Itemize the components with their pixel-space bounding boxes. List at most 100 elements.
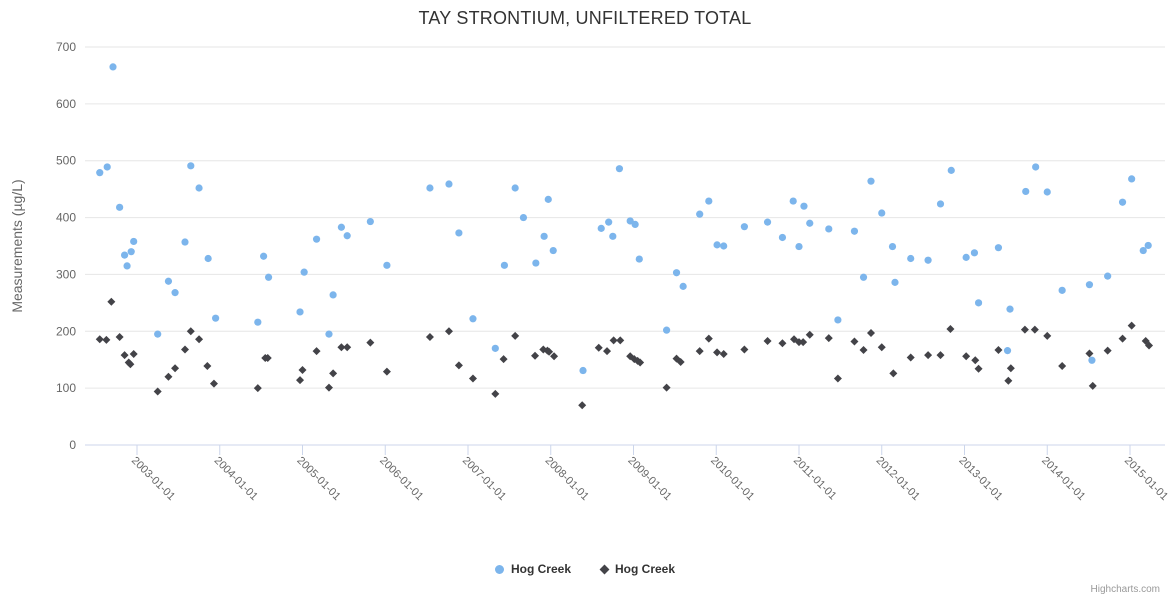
data-point-hog-creek-circle[interactable]	[491, 344, 499, 352]
data-point-hog-creek-diamond[interactable]	[994, 346, 1003, 355]
data-point-hog-creek-diamond[interactable]	[444, 327, 453, 336]
data-point-hog-creek-diamond[interactable]	[695, 347, 704, 356]
data-point-hog-creek-circle[interactable]	[713, 241, 721, 249]
data-point-hog-creek-diamond[interactable]	[1103, 346, 1112, 355]
data-point-hog-creek-circle[interactable]	[1088, 356, 1096, 364]
data-point-hog-creek-diamond[interactable]	[946, 325, 955, 334]
data-point-hog-creek-diamond[interactable]	[578, 401, 587, 410]
data-point-hog-creek-diamond[interactable]	[1020, 325, 1029, 334]
data-point-hog-creek-circle[interactable]	[1085, 281, 1094, 289]
data-point-hog-creek-diamond[interactable]	[186, 327, 195, 336]
data-point-hog-creek-circle[interactable]	[867, 177, 875, 185]
data-point-hog-creek-diamond[interactable]	[324, 383, 333, 392]
data-point-hog-creek-diamond[interactable]	[531, 351, 540, 360]
data-point-hog-creek-circle[interactable]	[609, 232, 617, 240]
data-point-hog-creek-circle[interactable]	[891, 278, 899, 286]
data-point-hog-creek-diamond[interactable]	[1006, 364, 1015, 373]
data-point-hog-creek-diamond[interactable]	[296, 376, 305, 385]
data-point-hog-creek-circle[interactable]	[343, 232, 351, 240]
data-point-hog-creek-diamond[interactable]	[545, 347, 554, 356]
data-point-hog-creek-circle[interactable]	[383, 261, 391, 269]
data-point-hog-creek-circle[interactable]	[795, 242, 803, 251]
data-point-hog-creek-circle[interactable]	[426, 184, 434, 192]
data-point-hog-creek-circle[interactable]	[260, 252, 268, 260]
data-point-hog-creek-diamond[interactable]	[866, 328, 875, 337]
data-point-hog-creek-circle[interactable]	[300, 268, 308, 276]
data-point-hog-creek-circle[interactable]	[924, 256, 932, 264]
data-point-hog-creek-diamond[interactable]	[1127, 321, 1136, 330]
data-point-hog-creek-diamond[interactable]	[889, 369, 898, 378]
data-point-hog-creek-circle[interactable]	[672, 269, 681, 277]
data-point-hog-creek-circle[interactable]	[312, 235, 321, 243]
data-point-hog-creek-diamond[interactable]	[1030, 325, 1039, 334]
data-point-hog-creek-circle[interactable]	[663, 326, 671, 334]
data-point-hog-creek-diamond[interactable]	[636, 358, 645, 367]
data-point-hog-creek-circle[interactable]	[806, 219, 814, 227]
data-point-hog-creek-circle[interactable]	[1104, 272, 1112, 280]
data-point-hog-creek-circle[interactable]	[366, 217, 374, 226]
data-point-hog-creek-circle[interactable]	[763, 218, 772, 226]
data-point-hog-creek-circle[interactable]	[1003, 347, 1012, 355]
data-point-hog-creek-diamond[interactable]	[253, 384, 262, 393]
data-point-hog-creek-diamond[interactable]	[850, 337, 859, 346]
data-point-hog-creek-diamond[interactable]	[833, 374, 842, 383]
data-point-hog-creek-circle[interactable]	[1058, 286, 1066, 294]
data-point-hog-creek-diamond[interactable]	[102, 335, 111, 344]
data-point-hog-creek-diamond[interactable]	[609, 336, 618, 345]
data-point-hog-creek-circle[interactable]	[1032, 163, 1040, 171]
data-point-hog-creek-diamond[interactable]	[153, 387, 162, 396]
data-point-hog-creek-circle[interactable]	[789, 197, 797, 205]
data-point-hog-creek-diamond[interactable]	[974, 364, 983, 373]
data-point-hog-creek-circle[interactable]	[103, 163, 111, 171]
data-point-hog-creek-diamond[interactable]	[936, 351, 945, 360]
data-point-hog-creek-circle[interactable]	[859, 273, 868, 281]
data-point-hog-creek-circle[interactable]	[974, 299, 983, 307]
data-point-hog-creek-circle[interactable]	[109, 63, 117, 71]
data-point-hog-creek-diamond[interactable]	[468, 374, 477, 383]
data-point-hog-creek-circle[interactable]	[878, 209, 886, 217]
data-point-hog-creek-circle[interactable]	[469, 315, 477, 323]
data-point-hog-creek-circle[interactable]	[123, 262, 131, 270]
data-point-hog-creek-circle[interactable]	[1139, 246, 1147, 255]
data-point-hog-creek-diamond[interactable]	[343, 343, 352, 352]
data-point-hog-creek-circle[interactable]	[850, 227, 859, 235]
data-point-hog-creek-diamond[interactable]	[1085, 349, 1094, 358]
data-point-hog-creek-diamond[interactable]	[1118, 334, 1127, 343]
data-point-hog-creek-diamond[interactable]	[763, 336, 772, 345]
data-point-hog-creek-diamond[interactable]	[740, 345, 749, 354]
data-point-hog-creek-diamond[interactable]	[164, 372, 173, 381]
data-point-hog-creek-diamond[interactable]	[805, 330, 814, 339]
data-point-hog-creek-circle[interactable]	[511, 184, 519, 192]
data-point-hog-creek-diamond[interactable]	[676, 357, 685, 366]
data-point-hog-creek-diamond[interactable]	[337, 343, 346, 352]
data-point-hog-creek-diamond[interactable]	[382, 367, 391, 376]
data-point-hog-creek-diamond[interactable]	[704, 334, 713, 343]
data-point-hog-creek-circle[interactable]	[778, 233, 787, 242]
data-point-hog-creek-circle[interactable]	[1006, 305, 1014, 313]
data-point-hog-creek-diamond[interactable]	[713, 348, 722, 357]
data-point-hog-creek-diamond[interactable]	[1004, 376, 1013, 385]
data-point-hog-creek-circle[interactable]	[195, 184, 203, 192]
data-point-hog-creek-diamond[interactable]	[1145, 341, 1154, 350]
data-point-hog-creek-diamond[interactable]	[312, 347, 321, 356]
data-point-hog-creek-circle[interactable]	[325, 330, 333, 338]
data-point-hog-creek-diamond[interactable]	[511, 331, 520, 340]
data-point-hog-creek-circle[interactable]	[635, 255, 643, 263]
data-point-hog-creek-diamond[interactable]	[454, 361, 463, 370]
data-point-hog-creek-diamond[interactable]	[107, 297, 116, 306]
data-point-hog-creek-circle[interactable]	[1144, 241, 1152, 250]
data-point-hog-creek-diamond[interactable]	[171, 364, 180, 373]
data-point-hog-creek-diamond[interactable]	[799, 338, 808, 347]
data-point-hog-creek-circle[interactable]	[579, 366, 587, 375]
data-point-hog-creek-circle[interactable]	[187, 162, 195, 170]
data-point-hog-creek-diamond[interactable]	[491, 389, 500, 398]
data-point-hog-creek-diamond[interactable]	[298, 365, 307, 374]
data-point-hog-creek-diamond[interactable]	[594, 343, 603, 352]
data-point-hog-creek-circle[interactable]	[936, 200, 945, 208]
data-point-hog-creek-circle[interactable]	[264, 273, 273, 281]
data-point-hog-creek-circle[interactable]	[519, 213, 528, 222]
data-point-hog-creek-circle[interactable]	[800, 202, 808, 210]
data-point-hog-creek-diamond[interactable]	[906, 353, 915, 362]
data-point-hog-creek-diamond[interactable]	[1043, 331, 1052, 340]
data-point-hog-creek-circle[interactable]	[1043, 188, 1051, 196]
